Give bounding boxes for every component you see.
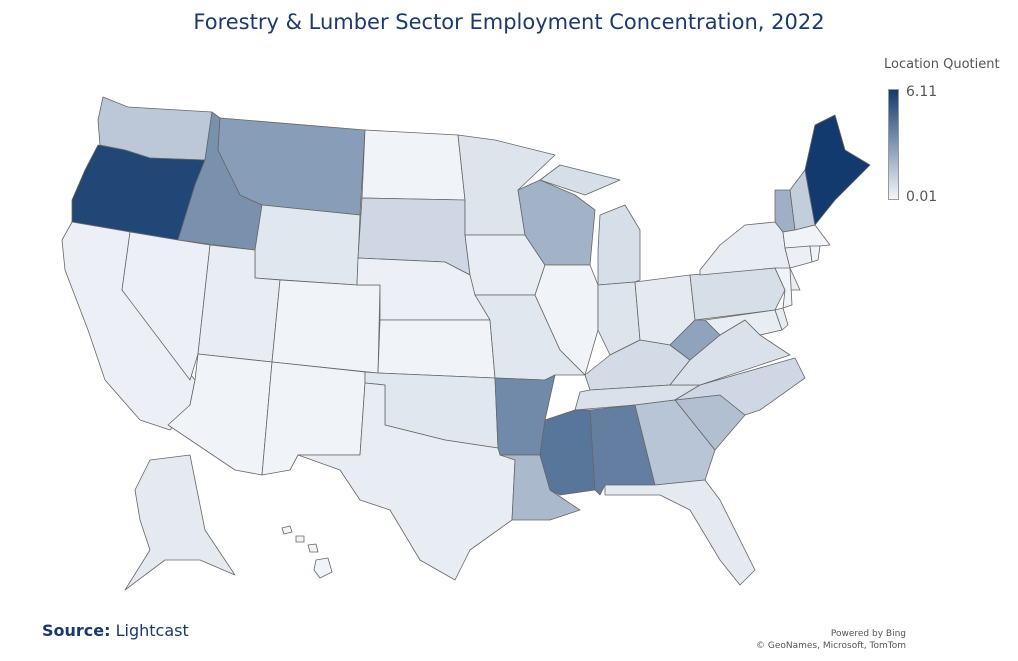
source-note: Source: Lightcast <box>42 621 189 640</box>
map-credits: Powered by Bing © GeoNames, Microsoft, To… <box>756 628 906 652</box>
state-shape-mi[interactable] <box>539 164 621 196</box>
state-shape-wi[interactable] <box>517 179 596 266</box>
state-shape-ct[interactable] <box>784 245 813 269</box>
legend-color-bar <box>888 89 899 200</box>
state-shape-fl[interactable] <box>604 479 756 586</box>
state-hi[interactable] <box>281 525 333 579</box>
state-nj[interactable] <box>774 267 793 309</box>
attribution: © GeoNames, Microsoft, TomTom <box>755 641 906 651</box>
state-shape-ga[interactable] <box>634 399 716 486</box>
source-label: Source: <box>42 621 111 640</box>
state-fl[interactable] <box>604 479 756 586</box>
state-shape-hi[interactable] <box>281 525 293 535</box>
state-ri[interactable] <box>809 245 821 263</box>
state-shape-hi[interactable] <box>295 535 305 543</box>
state-nc[interactable] <box>674 357 806 416</box>
state-tx[interactable] <box>297 382 516 581</box>
state-ak[interactable] <box>124 454 236 591</box>
state-shape-ak[interactable] <box>124 454 236 591</box>
state-shape-hi[interactable] <box>307 543 319 553</box>
state-ms[interactable] <box>539 409 596 496</box>
map-title: Forestry & Lumber Sector Employment Conc… <box>193 10 825 34</box>
state-ks[interactable] <box>377 319 496 379</box>
state-shape-de[interactable] <box>774 307 789 331</box>
state-ct[interactable] <box>784 245 813 269</box>
state-shape-nd[interactable] <box>361 129 466 201</box>
state-shape-co[interactable] <box>271 279 381 374</box>
state-mi[interactable] <box>539 164 641 286</box>
state-shape-tx[interactable] <box>297 382 516 581</box>
state-wi[interactable] <box>517 179 596 266</box>
state-shape-ri[interactable] <box>809 245 821 263</box>
state-shape-wy[interactable] <box>254 204 361 286</box>
state-de[interactable] <box>774 307 789 331</box>
state-shape-nj[interactable] <box>774 267 793 309</box>
state-wy[interactable] <box>254 204 361 286</box>
legend-title: Location Quotient <box>884 57 1000 72</box>
state-me[interactable] <box>804 114 871 226</box>
state-shape-ms[interactable] <box>539 409 596 496</box>
powered-by: Powered by Bing <box>830 629 906 639</box>
legend-min-label: 0.01 <box>906 189 938 205</box>
state-shape-ks[interactable] <box>377 319 496 379</box>
state-shape-mi[interactable] <box>597 204 641 286</box>
state-ga[interactable] <box>634 399 716 486</box>
state-co[interactable] <box>271 279 381 374</box>
source-value: Lightcast <box>115 621 189 640</box>
state-nd[interactable] <box>361 129 466 201</box>
state-shape-il[interactable] <box>534 264 599 376</box>
state-shape-nc[interactable] <box>674 357 806 416</box>
state-il[interactable] <box>534 264 599 376</box>
state-shape-me[interactable] <box>804 114 871 226</box>
state-shape-hi[interactable] <box>313 557 333 579</box>
legend-max-label: 6.11 <box>906 84 938 100</box>
